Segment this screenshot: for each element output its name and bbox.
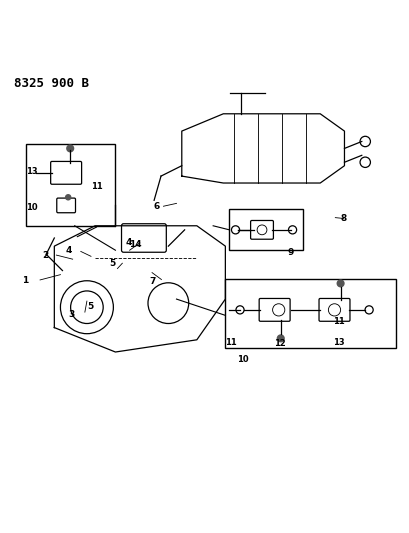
Bar bbox=[229, 209, 302, 250]
Text: 7: 7 bbox=[149, 277, 156, 286]
Text: 14: 14 bbox=[129, 240, 142, 248]
Text: 8325 900 B: 8325 900 B bbox=[13, 77, 88, 90]
Circle shape bbox=[65, 194, 71, 200]
Circle shape bbox=[66, 144, 74, 152]
Text: 6: 6 bbox=[153, 201, 160, 211]
Text: 11: 11 bbox=[224, 338, 236, 347]
Circle shape bbox=[276, 334, 284, 342]
Text: 12: 12 bbox=[273, 340, 285, 349]
Text: 10: 10 bbox=[236, 355, 248, 364]
Text: 1: 1 bbox=[22, 276, 28, 285]
Text: 13: 13 bbox=[26, 167, 38, 176]
Text: 5: 5 bbox=[87, 302, 93, 311]
Bar bbox=[26, 144, 115, 226]
Text: 4: 4 bbox=[65, 246, 72, 255]
Text: 2: 2 bbox=[42, 251, 48, 260]
Bar bbox=[225, 279, 396, 348]
Circle shape bbox=[336, 279, 344, 287]
Text: 9: 9 bbox=[287, 248, 293, 257]
Text: 4: 4 bbox=[125, 238, 132, 247]
Text: 11: 11 bbox=[333, 317, 344, 326]
Text: 8: 8 bbox=[339, 214, 346, 223]
Text: 11: 11 bbox=[91, 182, 103, 191]
Text: 10: 10 bbox=[26, 203, 38, 212]
Text: 5: 5 bbox=[109, 259, 115, 268]
Text: 13: 13 bbox=[332, 338, 344, 347]
Text: 3: 3 bbox=[68, 310, 74, 319]
